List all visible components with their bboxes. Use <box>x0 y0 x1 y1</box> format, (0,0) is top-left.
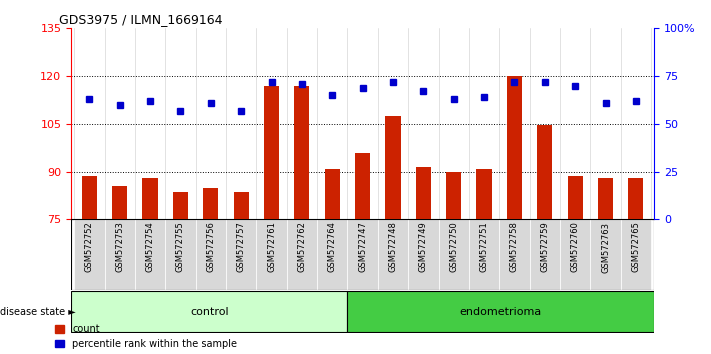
Text: GSM572760: GSM572760 <box>571 222 579 273</box>
Text: GSM572759: GSM572759 <box>540 222 550 272</box>
Text: GSM572756: GSM572756 <box>206 222 215 273</box>
Bar <box>560 219 590 290</box>
Text: GDS3975 / ILMN_1669164: GDS3975 / ILMN_1669164 <box>60 13 223 26</box>
Bar <box>287 219 317 290</box>
Bar <box>507 76 522 219</box>
Bar <box>71 291 348 332</box>
Bar <box>469 219 499 290</box>
Text: GSM572755: GSM572755 <box>176 222 185 272</box>
Bar <box>173 193 188 219</box>
Text: GSM572758: GSM572758 <box>510 222 519 273</box>
Bar <box>629 178 643 219</box>
Text: GSM572749: GSM572749 <box>419 222 428 272</box>
Text: GSM572751: GSM572751 <box>480 222 488 272</box>
Bar <box>196 219 226 290</box>
Bar <box>439 219 469 290</box>
Text: GSM572753: GSM572753 <box>115 222 124 273</box>
Bar <box>74 219 105 290</box>
Bar <box>590 219 621 290</box>
Bar <box>476 169 492 219</box>
Text: GSM572762: GSM572762 <box>297 222 306 273</box>
Bar <box>621 219 651 290</box>
Bar <box>348 291 654 332</box>
Bar <box>499 219 530 290</box>
Text: endometrioma: endometrioma <box>459 307 542 316</box>
Text: GSM572761: GSM572761 <box>267 222 276 273</box>
Text: disease state ►: disease state ► <box>0 307 76 316</box>
Bar <box>567 176 583 219</box>
Bar <box>165 219 196 290</box>
Bar <box>294 86 309 219</box>
Bar <box>355 153 370 219</box>
Bar <box>105 219 135 290</box>
Bar <box>112 186 127 219</box>
Bar <box>82 176 97 219</box>
Text: GSM572750: GSM572750 <box>449 222 458 272</box>
Bar <box>203 188 218 219</box>
Bar <box>325 169 340 219</box>
Text: GSM572748: GSM572748 <box>388 222 397 273</box>
Text: GSM572747: GSM572747 <box>358 222 367 273</box>
Text: GSM572752: GSM572752 <box>85 222 94 272</box>
Bar <box>530 219 560 290</box>
Bar <box>142 178 158 219</box>
Legend: count, percentile rank within the sample: count, percentile rank within the sample <box>55 324 237 349</box>
Bar <box>598 178 613 219</box>
Bar <box>416 167 431 219</box>
Bar <box>233 193 249 219</box>
Text: GSM572757: GSM572757 <box>237 222 245 273</box>
Text: GSM572765: GSM572765 <box>631 222 641 273</box>
Bar <box>264 86 279 219</box>
Text: GSM572763: GSM572763 <box>601 222 610 273</box>
Bar <box>385 116 400 219</box>
Bar <box>538 126 552 219</box>
Bar <box>226 219 257 290</box>
Bar <box>317 219 348 290</box>
Text: GSM572754: GSM572754 <box>146 222 154 272</box>
Bar <box>408 219 439 290</box>
Text: control: control <box>190 307 228 316</box>
Bar <box>348 219 378 290</box>
Text: GSM572764: GSM572764 <box>328 222 337 273</box>
Bar <box>135 219 165 290</box>
Bar <box>257 219 287 290</box>
Bar <box>446 172 461 219</box>
Bar <box>378 219 408 290</box>
